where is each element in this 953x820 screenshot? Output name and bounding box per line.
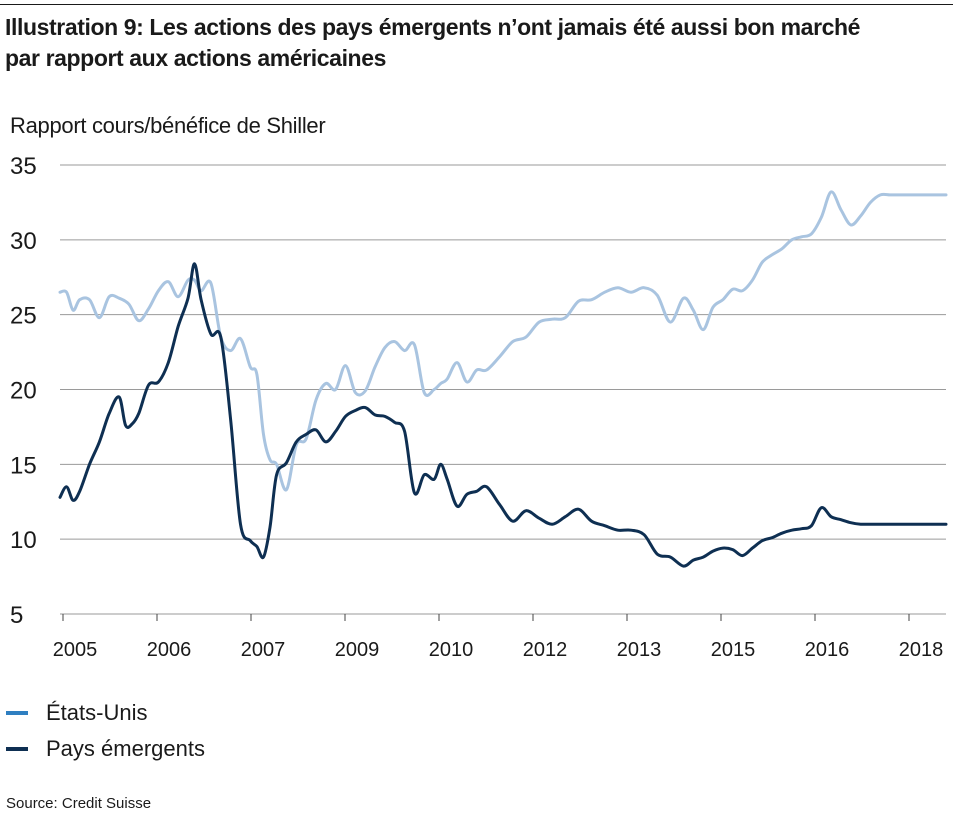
legend-swatch-us bbox=[6, 711, 28, 715]
y-tick-label-5: 5 bbox=[10, 602, 23, 629]
legend-label-em: Pays émergents bbox=[46, 736, 205, 761]
x-tick-label-2009: 2009 bbox=[335, 639, 380, 661]
y-axis-label: Rapport cours/bénéfice de Shiller bbox=[10, 113, 326, 138]
source-note: Source: Credit Suisse bbox=[6, 795, 152, 812]
x-tick-label-2013: 2013 bbox=[617, 639, 662, 661]
y-tick-label-25: 25 bbox=[10, 303, 37, 330]
x-tick-label-2016: 2016 bbox=[805, 639, 850, 661]
top-rule bbox=[0, 4, 953, 5]
x-tick-label-2010: 2010 bbox=[429, 639, 474, 661]
series-line-em bbox=[58, 262, 948, 568]
legend-item-em: Pays émergents bbox=[6, 731, 205, 767]
chart-title-line-2: par rapport aux actions américaines bbox=[5, 45, 386, 71]
y-tick-label-20: 20 bbox=[10, 378, 37, 405]
series-line-us bbox=[58, 190, 948, 492]
y-tick-label-15: 15 bbox=[10, 452, 37, 479]
x-tick-label-2018: 2018 bbox=[899, 639, 944, 661]
y-tick-label-35: 35 bbox=[10, 153, 37, 180]
legend-swatch-em bbox=[6, 747, 28, 751]
x-tick-label-2007: 2007 bbox=[241, 639, 286, 661]
y-tick-label-10: 10 bbox=[10, 527, 37, 554]
x-tick-label-2012: 2012 bbox=[523, 639, 568, 661]
y-tick-label-30: 30 bbox=[10, 228, 37, 255]
x-tick-label-2015: 2015 bbox=[711, 639, 756, 661]
chart-title-line-1: Illustration 9: Les actions des pays éme… bbox=[5, 14, 861, 40]
legend: États-Unis Pays émergents bbox=[6, 695, 205, 767]
x-tick-label-2005: 2005 bbox=[53, 639, 98, 661]
legend-label-us: États-Unis bbox=[46, 700, 148, 725]
chart-title: Illustration 9: Les actions des pays éme… bbox=[5, 12, 945, 74]
legend-item-us: États-Unis bbox=[6, 695, 205, 731]
x-tick-label-2006: 2006 bbox=[147, 639, 192, 661]
